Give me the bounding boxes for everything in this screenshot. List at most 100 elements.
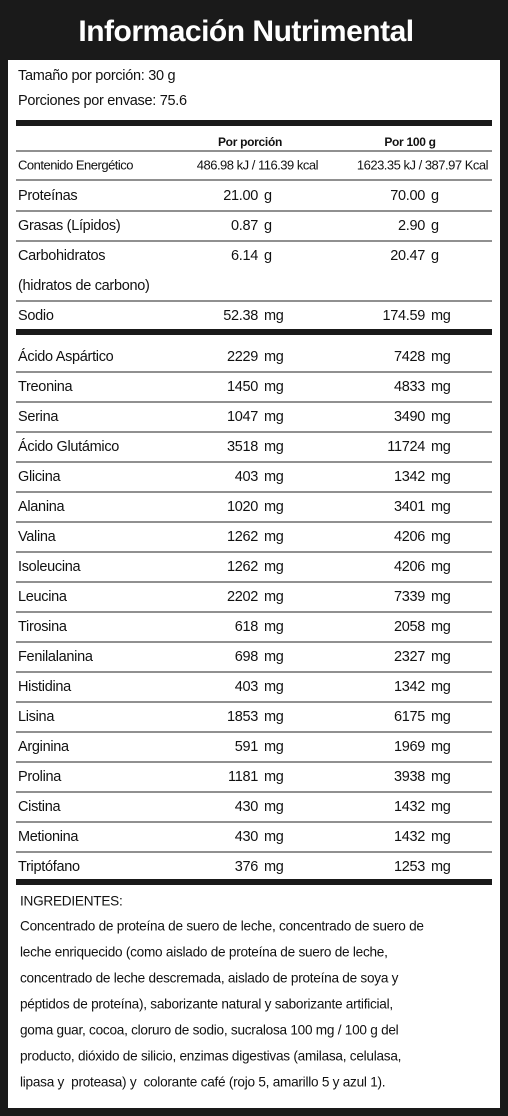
- row-label: Arginina: [18, 739, 70, 755]
- per-serving: 6.14: [231, 248, 258, 264]
- per-serving: 3518: [227, 439, 258, 455]
- row-label: Prolina: [18, 769, 62, 785]
- unit: mg: [264, 829, 284, 845]
- row-label: Leucina: [18, 589, 68, 605]
- row-label: Lisina: [18, 709, 55, 725]
- ingredients-line: leche enriquecido (como aislado de prote…: [20, 945, 388, 960]
- per-100g: 1432: [394, 829, 425, 845]
- unit: mg: [431, 439, 451, 455]
- unit: mg: [264, 559, 284, 575]
- unit: mg: [264, 649, 284, 665]
- thick-rule: [16, 879, 492, 885]
- unit: mg: [431, 709, 451, 725]
- ingredients-line: lipasa y proteasa) y colorante café (roj…: [20, 1075, 385, 1090]
- per-100g: 1253: [394, 859, 425, 875]
- unit: mg: [431, 469, 451, 485]
- unit: mg: [431, 409, 451, 425]
- unit: mg: [431, 859, 451, 875]
- per-serving: 1262: [227, 559, 258, 575]
- per-100g: 3490: [394, 409, 425, 425]
- unit: mg: [264, 769, 284, 785]
- ingredients-title: INGREDIENTES:: [20, 894, 123, 909]
- unit: mg: [264, 739, 284, 755]
- unit: mg: [431, 799, 451, 815]
- unit: mg: [431, 379, 451, 395]
- per-serving: 1047: [227, 409, 258, 425]
- per-serving: 403: [235, 469, 259, 485]
- unit: mg: [264, 529, 284, 545]
- unit: mg: [431, 349, 451, 365]
- unit: mg: [264, 589, 284, 605]
- unit: mg: [264, 349, 284, 365]
- row-label: Cistina: [18, 799, 61, 815]
- unit: mg: [264, 439, 284, 455]
- unit: mg: [264, 799, 284, 815]
- row-label: Valina: [18, 529, 57, 545]
- unit: mg: [264, 469, 284, 485]
- ingredients-line: goma guar, cocoa, cloruro de sodio, sucr…: [20, 1023, 399, 1038]
- per-serving: 1450: [227, 379, 258, 395]
- per-serving: 0.87: [231, 218, 258, 234]
- unit: g: [431, 218, 439, 234]
- row-label: Sodio: [18, 308, 54, 324]
- unit: mg: [431, 499, 451, 515]
- energy-label: Contenido Energético: [18, 157, 133, 172]
- per-100g: 2058: [394, 619, 425, 635]
- title: Información Nutrimental: [78, 15, 413, 48]
- per-serving: 1853: [227, 709, 258, 725]
- unit: mg: [431, 739, 451, 755]
- ingredients-line: péptidos de proteína), saborizante natur…: [20, 997, 393, 1012]
- per-serving: 52.38: [223, 308, 258, 324]
- ingredients-line: concentrado de leche descremada, aislado…: [20, 971, 399, 986]
- row-label: Glicina: [18, 469, 61, 485]
- per-serving: 618: [235, 619, 259, 635]
- per-100g: 11724: [387, 439, 425, 455]
- per-serving: 376: [235, 859, 259, 875]
- per-serving: 591: [235, 739, 259, 755]
- unit: mg: [264, 379, 284, 395]
- row-label: Ácido Aspártico: [18, 348, 114, 365]
- per-100g: 6175: [394, 709, 425, 725]
- row-label: Proteínas: [18, 188, 77, 204]
- column-header: Por porción: [218, 135, 282, 149]
- column-header: Por 100 g: [384, 135, 435, 149]
- unit: mg: [431, 649, 451, 665]
- row-label: Triptófano: [18, 859, 80, 875]
- per-100g: 4833: [394, 379, 425, 395]
- row-label: Grasas (Lípidos): [18, 218, 120, 234]
- unit: mg: [264, 679, 284, 695]
- unit: mg: [431, 589, 451, 605]
- row-label: Fenilalanina: [18, 649, 94, 665]
- unit: mg: [264, 499, 284, 515]
- unit: mg: [431, 559, 451, 575]
- per-serving: 21.00: [223, 188, 258, 204]
- thick-rule: [16, 120, 492, 126]
- energy-value: 1623.35 kJ / 387.97 Kcal: [357, 157, 489, 172]
- per-100g: 1342: [394, 679, 425, 695]
- per-100g: 2327: [394, 649, 425, 665]
- unit: mg: [264, 709, 284, 725]
- per-100g: 2.90: [398, 218, 425, 234]
- unit: g: [264, 188, 272, 204]
- energy-value: 486.98 kJ / 116.39 kcal: [197, 157, 319, 172]
- per-100g: 3938: [394, 769, 425, 785]
- unit: g: [431, 248, 439, 264]
- unit: mg: [431, 308, 451, 324]
- per-100g: 174.59: [382, 308, 425, 324]
- per-100g: 20.47: [390, 248, 425, 264]
- unit: g: [264, 248, 272, 264]
- row-label: Histidina: [18, 679, 72, 695]
- row-label: Treonina: [18, 379, 74, 395]
- per-100g: 1969: [394, 739, 425, 755]
- unit: mg: [264, 859, 284, 875]
- per-100g: 1342: [394, 469, 425, 485]
- row-label: Carbohidratos: [18, 248, 105, 264]
- row-label: Metionina: [18, 829, 79, 845]
- per-serving: 1181: [228, 769, 258, 785]
- unit: g: [264, 218, 272, 234]
- row-sublabel: (hidratos de carbono): [18, 278, 150, 294]
- per-serving: 430: [235, 799, 259, 815]
- row-label: Tirosina: [18, 619, 68, 635]
- per-100g: 7339: [394, 589, 425, 605]
